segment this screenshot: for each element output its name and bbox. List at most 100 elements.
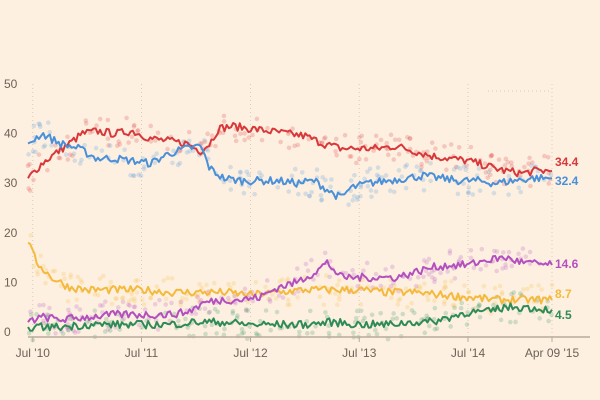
poll-dot <box>500 266 505 271</box>
poll-dot <box>197 281 202 287</box>
poll-dot <box>309 189 314 195</box>
poll-dot <box>259 173 264 178</box>
series-end-value: 32.4 <box>555 174 579 188</box>
trend-line <box>27 132 553 200</box>
poll-dot <box>99 148 105 153</box>
poll-dot <box>442 144 447 149</box>
trend-line <box>27 302 553 332</box>
poll-dot <box>178 299 184 305</box>
poll-dot <box>485 175 491 180</box>
poll-dot <box>152 301 158 307</box>
poll-dot <box>404 162 410 168</box>
poll-dot <box>254 332 260 338</box>
poll-dot <box>351 330 356 336</box>
poll-dot <box>61 271 66 277</box>
poll-dot <box>36 121 42 126</box>
poll-dot <box>26 186 31 191</box>
poll-dot <box>336 297 342 302</box>
poll-dot <box>126 299 132 304</box>
poll-dot <box>321 302 327 307</box>
poll-dot <box>215 309 221 315</box>
poll-dot <box>428 178 433 184</box>
poll-dot <box>155 130 161 136</box>
poll-dot <box>132 173 137 179</box>
poll-dot <box>244 169 250 175</box>
poll-dot <box>231 281 237 286</box>
poll-dot <box>42 143 48 148</box>
poll-dot <box>103 299 108 304</box>
poll-dot <box>458 166 463 171</box>
poll-dot <box>184 150 190 155</box>
poll-dot <box>38 253 44 259</box>
poll-dot <box>530 160 535 165</box>
poll-dot <box>392 189 397 195</box>
poll-dot <box>488 311 494 316</box>
poll-dot <box>492 285 498 291</box>
poll-dot <box>332 291 338 296</box>
poll-dot <box>97 116 103 122</box>
poll-dot <box>310 330 315 336</box>
poll-dot <box>41 302 46 308</box>
poll-dot <box>546 318 551 324</box>
poll-dot <box>358 308 364 314</box>
poll-dot <box>373 327 378 333</box>
poll-dot <box>359 133 365 139</box>
poll-dot <box>347 154 353 159</box>
poll-dot <box>336 332 342 338</box>
poll-dot <box>458 305 464 311</box>
poll-dot <box>267 299 273 304</box>
poll-dot <box>424 260 429 265</box>
poll-dot <box>455 191 461 197</box>
poll-dot <box>131 304 137 310</box>
poll-dot <box>417 168 423 173</box>
poll-dot <box>425 297 431 303</box>
poll-dot <box>327 274 333 280</box>
poll-dot <box>68 275 73 280</box>
x-axis-ticks: Jul '10 Jul '11 Jul '12 Jul '13 Jul '14 … <box>16 346 580 360</box>
poll-dot <box>163 296 169 302</box>
poll-dot <box>303 261 309 267</box>
poll-dot <box>204 282 209 288</box>
poll-dot <box>355 194 360 200</box>
poll-dot <box>121 295 126 301</box>
poll-dot <box>212 306 218 312</box>
poll-dot <box>496 157 502 162</box>
poll-dot <box>227 178 233 184</box>
poll-dot <box>375 165 381 170</box>
poll-dot <box>454 164 460 170</box>
poll-dot <box>122 147 127 153</box>
poll-dot <box>165 275 171 281</box>
poll-dot <box>230 311 236 316</box>
poll-dot <box>350 198 356 203</box>
poll-dot <box>277 279 283 284</box>
poll-dot <box>139 325 145 330</box>
poll-dot <box>83 118 89 123</box>
poll-dot <box>476 304 481 309</box>
poll-dot <box>418 168 424 173</box>
poll-dot <box>392 283 397 289</box>
poll-dot <box>296 191 301 197</box>
poll-dot <box>319 198 324 203</box>
poll-dot <box>506 249 512 255</box>
poll-dot <box>226 295 231 301</box>
poll-dot <box>362 315 367 321</box>
poll-dot <box>522 164 527 170</box>
poll-dot <box>243 307 249 312</box>
poll-dot <box>448 324 453 329</box>
poll-dot <box>509 291 514 297</box>
trend-lines <box>27 122 553 332</box>
poll-dot <box>41 320 47 326</box>
poll-dot <box>37 302 42 308</box>
poll-dot <box>405 134 410 140</box>
poll-dot <box>202 323 208 329</box>
poll-dot <box>97 303 103 308</box>
poll-dot <box>397 296 403 302</box>
poll-dot <box>545 154 551 160</box>
poll-dot <box>407 136 413 141</box>
poll-dot <box>43 267 49 273</box>
poll-dot <box>333 136 339 142</box>
poll-dot <box>477 303 482 308</box>
poll-dot <box>383 326 389 332</box>
poll-dot <box>452 276 458 281</box>
poll-dot <box>488 153 494 159</box>
